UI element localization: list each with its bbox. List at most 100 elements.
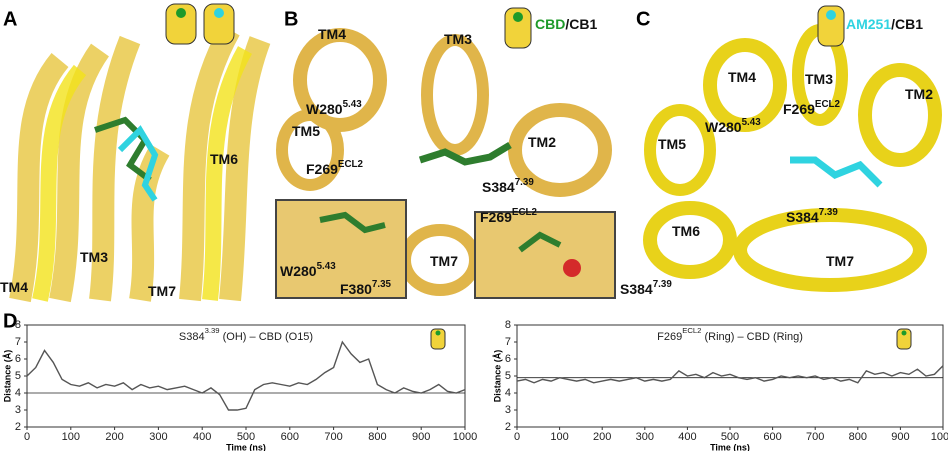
x-tick-label: 500 xyxy=(237,431,255,443)
residue-label: TM3 xyxy=(80,249,108,265)
residue-label-text: F269 xyxy=(480,209,512,225)
residue-label-text: TM7 xyxy=(148,283,176,299)
residue-label-text: S384 xyxy=(482,179,515,195)
residue-label-text: TM5 xyxy=(658,136,686,152)
x-tick-label: 0 xyxy=(24,431,30,443)
chart-title-text: S384 xyxy=(179,331,205,343)
residue-label: F269ECL2 xyxy=(480,207,538,225)
residue-label: TM4 xyxy=(318,26,346,42)
panel-a-render xyxy=(0,0,271,303)
y-tick-label: 2 xyxy=(505,421,511,433)
residue-label-text: TM2 xyxy=(528,134,556,150)
residue-label: TM3 xyxy=(805,71,833,87)
residue-label-sup: 7.39 xyxy=(653,279,673,290)
residue-label-text: W280 xyxy=(705,119,742,135)
residue-label-text: TM4 xyxy=(728,69,756,85)
residue-label: W2805.43 xyxy=(705,117,761,135)
y-tick-label: 8 xyxy=(505,319,511,331)
residue-label-sup: 5.43 xyxy=(742,117,762,128)
x-tick-label: 200 xyxy=(593,431,611,443)
residue-label: W2805.43 xyxy=(280,261,336,279)
panel-letter: D xyxy=(3,310,17,332)
residue-label-text: F380 xyxy=(340,281,372,297)
x-tick-label: 0 xyxy=(514,431,520,443)
y-tick-label: 7 xyxy=(505,336,511,348)
y-tick-label: 2 xyxy=(15,421,21,433)
residue-label-sup: 5.43 xyxy=(317,261,337,272)
y-tick-label: 6 xyxy=(505,353,511,365)
x-tick-label: 700 xyxy=(324,431,342,443)
x-tick-label: 400 xyxy=(193,431,211,443)
residue-label-text: TM5 xyxy=(292,123,320,139)
x-tick-label: 800 xyxy=(849,431,867,443)
legend-receptor: /CB1 xyxy=(891,16,923,32)
x-tick-label: 600 xyxy=(763,431,781,443)
residue-label: TM7 xyxy=(430,253,458,269)
y-tick-label: 7 xyxy=(15,336,21,348)
residue-label: F3807.35 xyxy=(340,279,392,297)
icon-dot xyxy=(901,330,907,336)
x-tick-label: 100 xyxy=(550,431,568,443)
residue-label-text: S384 xyxy=(620,281,653,297)
y-tick-label: 4 xyxy=(505,387,511,399)
icon-dot xyxy=(435,330,441,336)
x-tick-label: 300 xyxy=(636,431,654,443)
panel-letter: A xyxy=(3,8,17,30)
residue-label: TM4 xyxy=(728,69,756,85)
panel-letter: B xyxy=(284,8,298,30)
residue-label-text: W280 xyxy=(280,263,317,279)
residue-label: TM3 xyxy=(444,31,472,47)
residue-label-text: TM7 xyxy=(430,253,458,269)
legend: CBD/CB1 xyxy=(535,16,597,32)
x-tick-label: 1000 xyxy=(931,431,948,443)
y-tick-label: 5 xyxy=(15,370,21,382)
x-tick-label: 400 xyxy=(678,431,696,443)
residue-label-text: S384 xyxy=(786,209,819,225)
legend: AM251/CB1 xyxy=(846,16,923,32)
residue-label-text: W280 xyxy=(306,101,343,117)
panel-letter: C xyxy=(636,8,650,30)
residue-label-sup: ECL2 xyxy=(512,207,538,218)
x-axis-label: Time (ns) xyxy=(226,442,266,451)
residue-label-text: TM3 xyxy=(805,71,833,87)
residue-label-text: TM6 xyxy=(210,151,238,167)
x-tick-label: 900 xyxy=(412,431,430,443)
legend-ligand: CBD xyxy=(535,16,565,32)
x-tick-label: 200 xyxy=(105,431,123,443)
series-line xyxy=(26,340,466,411)
x-tick-label: 500 xyxy=(721,431,739,443)
x-tick-label: 300 xyxy=(149,431,167,443)
residue-label: TM5 xyxy=(658,136,686,152)
residue-label-text: TM3 xyxy=(80,249,108,265)
icon xyxy=(430,328,446,350)
residue-label-sup: 7.39 xyxy=(819,207,839,218)
y-tick-label: 6 xyxy=(15,353,21,365)
y-tick-label: 4 xyxy=(15,387,21,399)
chart-title-sup: 3.39 xyxy=(205,326,220,335)
residue-label: S3847.39 xyxy=(786,207,838,225)
residue-label-sup: 7.39 xyxy=(515,177,535,188)
residue-label-text: TM4 xyxy=(0,279,28,295)
chart-title: F269ECL2 (Ring) – CBD (Ring) xyxy=(657,326,803,343)
residue-label: W2805.43 xyxy=(306,99,362,117)
chart-title-sup: ECL2 xyxy=(682,326,701,335)
residue-label-text: F269 xyxy=(306,161,338,177)
residue-label-sup: 7.35 xyxy=(372,279,392,290)
residue-label: TM2 xyxy=(528,134,556,150)
residue-label-sup: 5.43 xyxy=(343,99,363,110)
residue-label: TM5 xyxy=(292,123,320,139)
chart-title-text: F269 xyxy=(657,331,682,343)
legend-receptor: /CB1 xyxy=(565,16,597,32)
chart-title-rest: (Ring) – CBD (Ring) xyxy=(701,331,802,343)
residue-label: TM2 xyxy=(905,86,933,102)
panel-c-render xyxy=(643,5,942,292)
residue-label: S3847.39 xyxy=(620,279,672,297)
residue-label-sup: ECL2 xyxy=(338,159,364,170)
x-axis-label: Time (ns) xyxy=(710,442,750,451)
residue-label-text: F269 xyxy=(783,101,815,117)
x-tick-label: 100 xyxy=(62,431,80,443)
y-axis-label: Distance (Å) xyxy=(2,350,12,403)
series-line xyxy=(516,365,944,384)
chart-title-rest: (OH) – CBD (O15) xyxy=(220,331,314,343)
